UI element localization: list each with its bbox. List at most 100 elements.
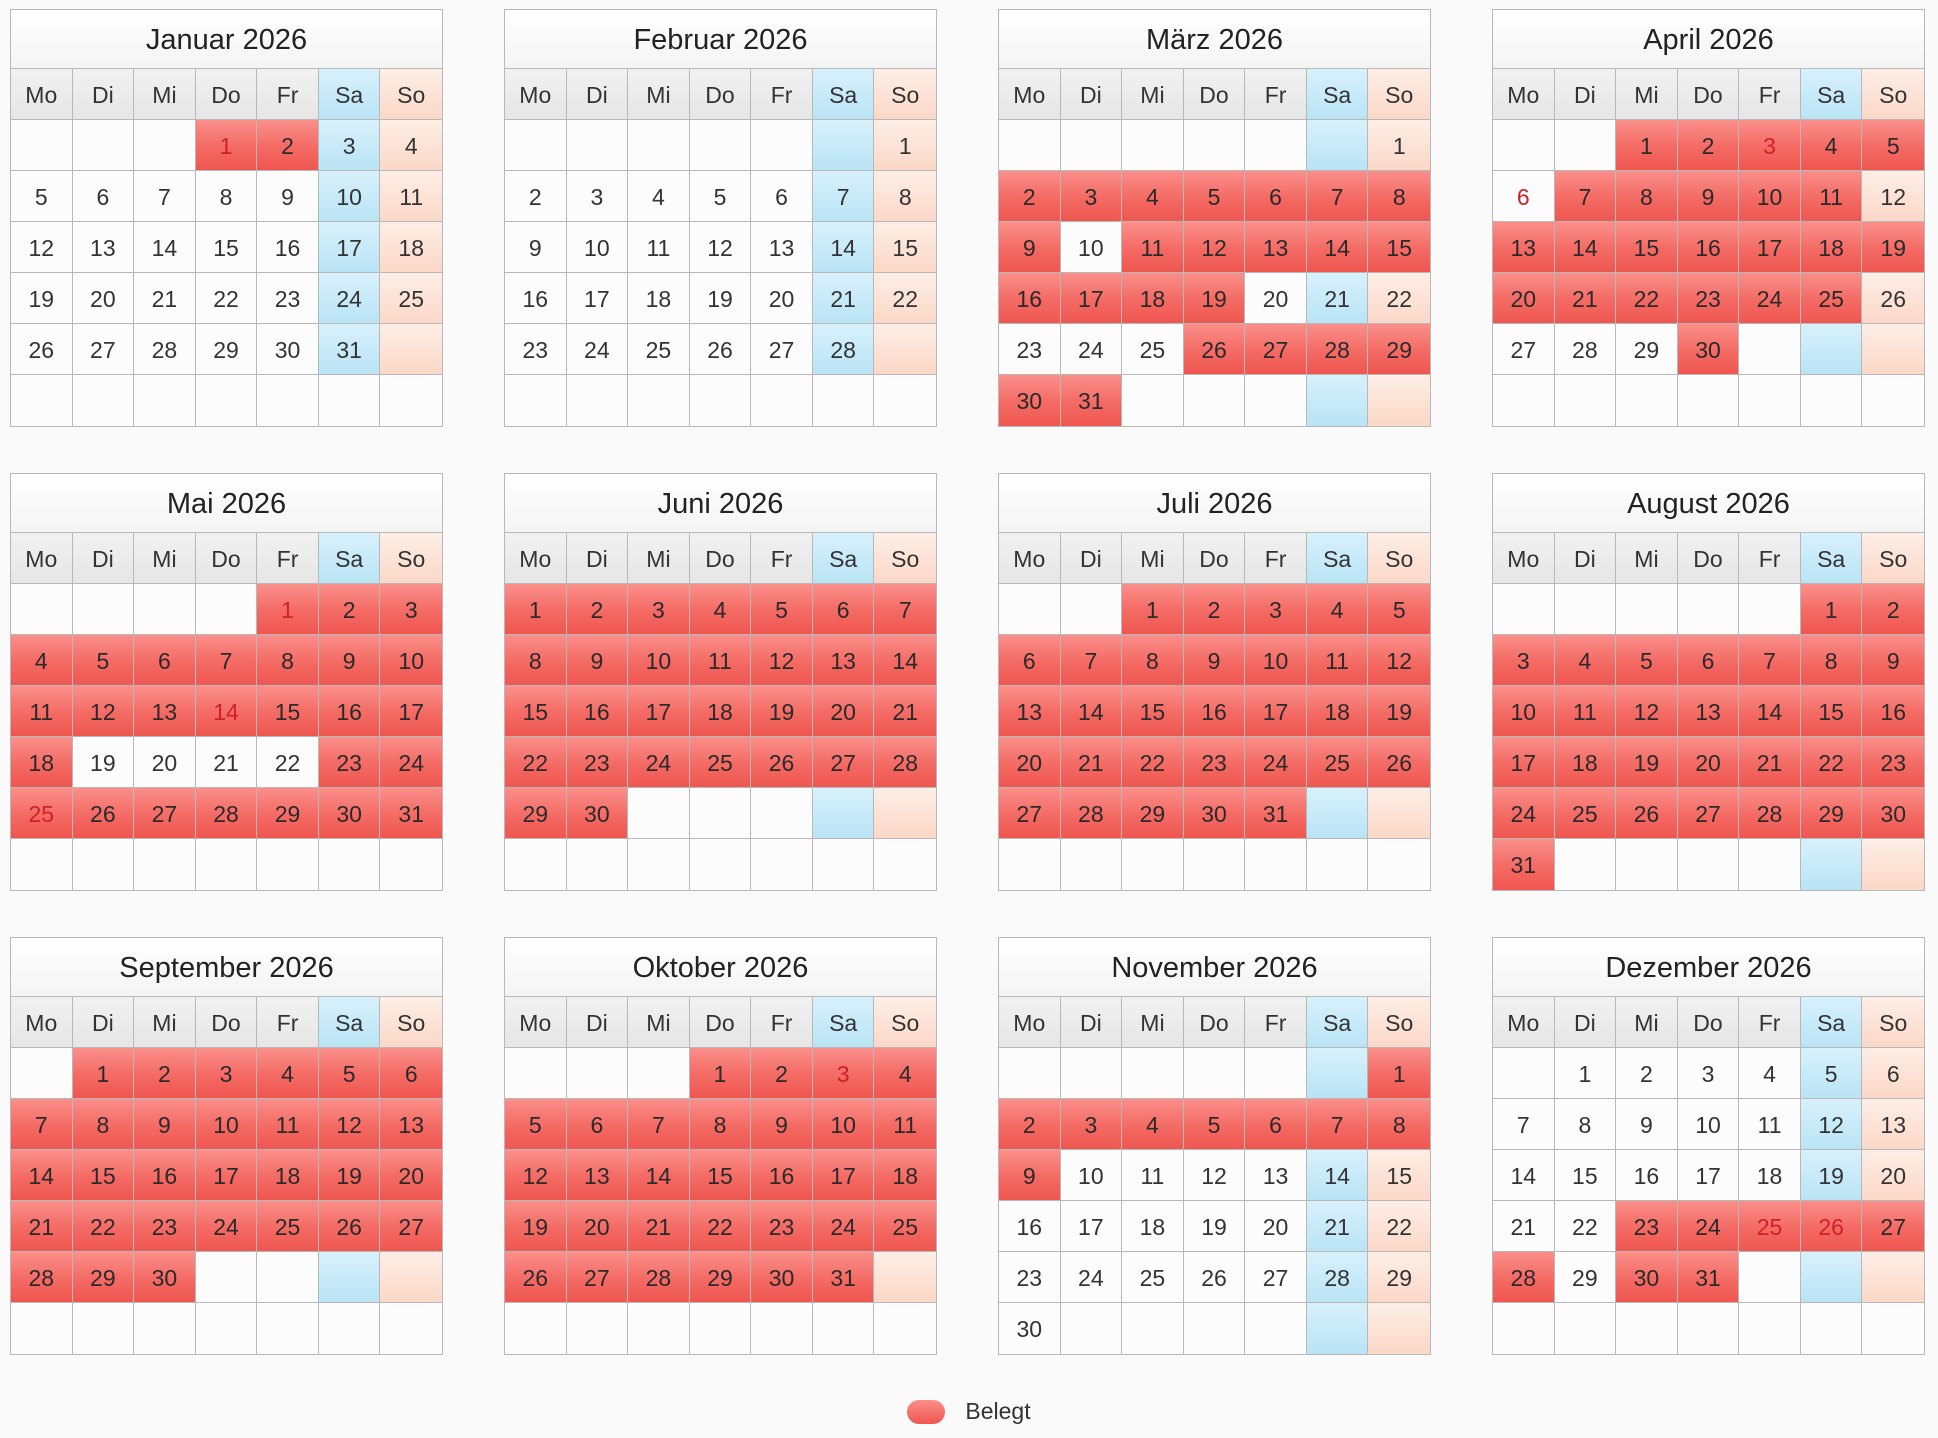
day-cell[interactable]: 20 xyxy=(1245,1201,1307,1252)
day-cell[interactable]: 9 xyxy=(505,222,567,273)
day-cell[interactable]: 7 xyxy=(874,584,936,635)
day-cell[interactable]: 8 xyxy=(257,635,319,686)
day-cell[interactable]: 21 xyxy=(628,1201,690,1252)
day-cell[interactable]: 5 xyxy=(751,584,813,635)
day-cell[interactable]: 16 xyxy=(999,273,1061,324)
day-cell[interactable]: 23 xyxy=(1677,273,1740,324)
day-cell[interactable]: 11 xyxy=(1122,1150,1184,1201)
day-cell[interactable]: 4 xyxy=(1800,120,1863,171)
day-cell[interactable]: 13 xyxy=(812,635,875,686)
day-cell[interactable]: 5 xyxy=(1800,1048,1863,1099)
day-cell[interactable]: 10 xyxy=(1060,1150,1123,1201)
day-cell[interactable]: 20 xyxy=(1493,273,1555,324)
day-cell[interactable]: 18 xyxy=(1306,686,1369,737)
day-cell[interactable]: 23 xyxy=(505,324,567,375)
day-cell[interactable]: 27 xyxy=(812,737,875,788)
day-cell[interactable]: 5 xyxy=(72,635,135,686)
day-cell[interactable]: 11 xyxy=(874,1099,936,1150)
day-cell[interactable]: 7 xyxy=(11,1099,73,1150)
day-cell[interactable]: 28 xyxy=(195,788,258,839)
day-cell[interactable]: 21 xyxy=(134,273,196,324)
day-cell[interactable]: 6 xyxy=(380,1048,442,1099)
day-cell[interactable]: 11 xyxy=(1739,1099,1801,1150)
day-cell[interactable]: 13 xyxy=(1245,1150,1307,1201)
day-cell[interactable]: 22 xyxy=(1122,737,1184,788)
day-cell[interactable]: 8 xyxy=(689,1099,752,1150)
day-cell[interactable]: 6 xyxy=(72,171,135,222)
day-cell[interactable]: 17 xyxy=(566,273,629,324)
day-cell[interactable]: 21 xyxy=(1306,1201,1369,1252)
day-cell[interactable]: 1 xyxy=(195,120,258,171)
day-cell[interactable]: 18 xyxy=(380,222,442,273)
day-cell[interactable]: 26 xyxy=(505,1252,567,1303)
day-cell[interactable]: 24 xyxy=(195,1201,258,1252)
day-cell[interactable]: 1 xyxy=(1800,584,1863,635)
day-cell[interactable]: 3 xyxy=(380,584,442,635)
day-cell[interactable]: 28 xyxy=(1739,788,1801,839)
day-cell[interactable]: 14 xyxy=(1739,686,1801,737)
day-cell[interactable]: 30 xyxy=(1677,324,1740,375)
day-cell[interactable]: 3 xyxy=(1493,635,1555,686)
day-cell[interactable]: 30 xyxy=(1616,1252,1678,1303)
day-cell[interactable]: 6 xyxy=(1677,635,1740,686)
day-cell[interactable]: 9 xyxy=(1677,171,1740,222)
day-cell[interactable]: 8 xyxy=(72,1099,135,1150)
day-cell[interactable]: 24 xyxy=(1739,273,1801,324)
day-cell[interactable]: 10 xyxy=(1245,635,1307,686)
day-cell[interactable]: 11 xyxy=(628,222,690,273)
day-cell[interactable]: 16 xyxy=(318,686,381,737)
day-cell[interactable]: 2 xyxy=(257,120,319,171)
day-cell[interactable]: 23 xyxy=(318,737,381,788)
day-cell[interactable]: 8 xyxy=(1800,635,1863,686)
day-cell[interactable]: 10 xyxy=(195,1099,258,1150)
day-cell[interactable]: 3 xyxy=(1060,1099,1123,1150)
day-cell[interactable]: 11 xyxy=(1122,222,1184,273)
day-cell[interactable]: 12 xyxy=(11,222,73,273)
day-cell[interactable]: 23 xyxy=(257,273,319,324)
day-cell[interactable]: 30 xyxy=(257,324,319,375)
day-cell[interactable]: 4 xyxy=(380,120,442,171)
day-cell[interactable]: 27 xyxy=(1245,1252,1307,1303)
day-cell[interactable]: 19 xyxy=(689,273,752,324)
day-cell[interactable]: 17 xyxy=(1739,222,1801,273)
day-cell[interactable]: 31 xyxy=(380,788,442,839)
day-cell[interactable]: 9 xyxy=(318,635,381,686)
day-cell[interactable]: 7 xyxy=(1306,171,1369,222)
day-cell[interactable]: 4 xyxy=(11,635,73,686)
day-cell[interactable]: 1 xyxy=(874,120,936,171)
day-cell[interactable]: 1 xyxy=(1122,584,1184,635)
day-cell[interactable]: 10 xyxy=(1677,1099,1740,1150)
day-cell[interactable]: 17 xyxy=(195,1150,258,1201)
day-cell[interactable]: 25 xyxy=(257,1201,319,1252)
day-cell[interactable]: 12 xyxy=(1183,222,1246,273)
day-cell[interactable]: 12 xyxy=(751,635,813,686)
day-cell[interactable]: 30 xyxy=(999,375,1061,426)
day-cell[interactable]: 17 xyxy=(628,686,690,737)
day-cell[interactable]: 22 xyxy=(874,273,936,324)
day-cell[interactable]: 4 xyxy=(1306,584,1369,635)
day-cell[interactable]: 15 xyxy=(505,686,567,737)
day-cell[interactable]: 24 xyxy=(380,737,442,788)
day-cell[interactable]: 30 xyxy=(751,1252,813,1303)
day-cell[interactable]: 17 xyxy=(1060,273,1123,324)
day-cell[interactable]: 4 xyxy=(257,1048,319,1099)
day-cell[interactable]: 3 xyxy=(1060,171,1123,222)
day-cell[interactable]: 18 xyxy=(1739,1150,1801,1201)
day-cell[interactable]: 26 xyxy=(1183,1252,1246,1303)
day-cell[interactable]: 5 xyxy=(1183,1099,1246,1150)
day-cell[interactable]: 16 xyxy=(1616,1150,1678,1201)
day-cell[interactable]: 22 xyxy=(1368,1201,1430,1252)
day-cell[interactable]: 1 xyxy=(505,584,567,635)
day-cell[interactable]: 4 xyxy=(1122,171,1184,222)
day-cell[interactable]: 24 xyxy=(1060,324,1123,375)
day-cell[interactable]: 23 xyxy=(751,1201,813,1252)
day-cell[interactable]: 22 xyxy=(72,1201,135,1252)
day-cell[interactable]: 1 xyxy=(1368,120,1430,171)
day-cell[interactable]: 12 xyxy=(1616,686,1678,737)
day-cell[interactable]: 17 xyxy=(1060,1201,1123,1252)
day-cell[interactable]: 22 xyxy=(505,737,567,788)
day-cell[interactable]: 3 xyxy=(1739,120,1801,171)
day-cell[interactable]: 25 xyxy=(1122,324,1184,375)
day-cell[interactable]: 3 xyxy=(1677,1048,1740,1099)
day-cell[interactable]: 17 xyxy=(1245,686,1307,737)
